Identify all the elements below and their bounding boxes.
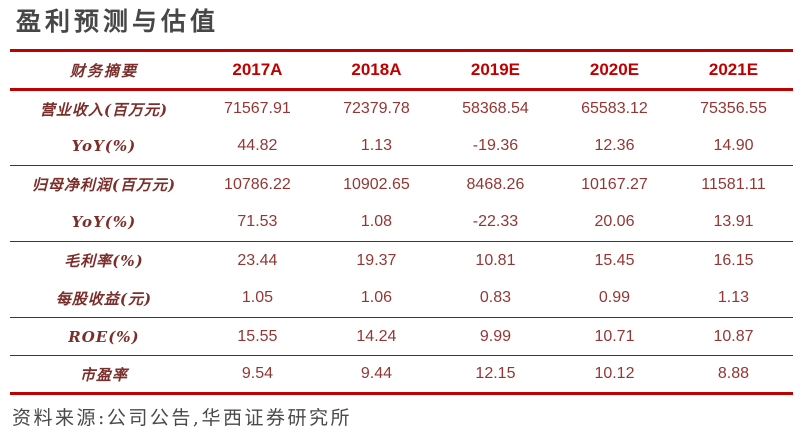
table-cell: 10.87 <box>713 327 754 345</box>
table-cell: 10902.65 <box>343 175 410 193</box>
table-cell: 58368.54 <box>462 100 529 118</box>
table-cell: 44.82 <box>237 137 278 155</box>
table-cell: 16.15 <box>713 251 754 269</box>
table-row-eps: 每股收益(元) 1.05 1.06 0.83 0.99 1.13 <box>10 280 793 318</box>
table-row-revenue: 营业收入(百万元) 71567.91 72379.78 58368.54 655… <box>10 90 793 128</box>
table-row-net-profit-yoy: YoY(%) 71.53 1.08 -22.33 20.06 13.91 <box>10 204 793 242</box>
table-cell: 19.37 <box>356 251 397 269</box>
table-cell: 15.45 <box>594 251 635 269</box>
table-row-roe: ROE(%) 15.55 14.24 9.99 10.71 10.87 <box>10 318 793 356</box>
table-cell: 9.54 <box>241 365 273 382</box>
table-cell: 14.90 <box>713 137 754 155</box>
table-row-revenue-yoy: YoY(%) 44.82 1.13 -19.36 12.36 14.90 <box>10 128 793 166</box>
table-cell: 10.81 <box>475 251 516 269</box>
table-header-row: 财务摘要 2017A 2018A 2019E 2020E 2021E <box>10 50 793 90</box>
row-label: YoY(%) <box>71 213 137 232</box>
header-cell-year-2018a: 2018A <box>351 60 402 79</box>
row-label: 毛利率(%) <box>64 252 144 271</box>
page-title: 盈利预测与估值 <box>16 7 220 36</box>
table-row-pe: 市盈率 9.54 9.44 12.15 10.12 8.88 <box>10 356 793 394</box>
table-cell: 1.13 <box>717 289 750 307</box>
header-cell-year-2019e: 2019E <box>470 60 521 79</box>
table-cell: 8.88 <box>717 365 750 382</box>
table-cell: 13.91 <box>713 213 754 231</box>
table-cell: 0.99 <box>598 289 631 307</box>
row-label: 归母净利润(百万元) <box>31 176 177 195</box>
table-cell: 14.24 <box>356 327 397 345</box>
table-cell: 8468.26 <box>466 175 525 193</box>
header-cell-year-2021e: 2021E <box>708 60 759 79</box>
table-cell: 10786.22 <box>224 175 291 193</box>
table-cell: 11581.11 <box>701 175 766 193</box>
table-cell: 20.06 <box>594 213 635 231</box>
table-cell: 9.44 <box>360 365 392 382</box>
row-label: 营业收入(百万元) <box>39 100 169 119</box>
table-cell: -19.36 <box>472 137 519 155</box>
table-cell: 12.36 <box>594 137 635 155</box>
header-cell-year-2017a: 2017A <box>232 60 283 79</box>
table-row-net-profit: 归母净利润(百万元) 10786.22 10902.65 8468.26 101… <box>10 166 793 204</box>
header-cell-year-2020e: 2020E <box>589 60 640 79</box>
table-cell: 72379.78 <box>343 100 410 118</box>
table-cell: 12.15 <box>475 365 516 382</box>
header-cell-summary: 财务摘要 <box>69 61 138 80</box>
table-cell: 10.71 <box>594 327 635 345</box>
row-label: YoY(%) <box>71 137 137 156</box>
table-cell: 0.83 <box>479 289 512 307</box>
financial-summary-table: 财务摘要 2017A 2018A 2019E 2020E 2021E 营业收入(… <box>10 49 793 395</box>
table-cell: 10.12 <box>594 365 635 382</box>
table-cell: 23.44 <box>237 251 278 269</box>
table-cell: 15.55 <box>237 327 278 345</box>
table-cell: 75356.55 <box>700 100 767 118</box>
row-label: 市盈率 <box>79 365 128 384</box>
row-label: 每股收益(元) <box>55 289 153 308</box>
table-cell: 1.05 <box>241 289 273 307</box>
table-cell: 9.99 <box>479 327 512 345</box>
table-row-gross-margin: 毛利率(%) 23.44 19.37 10.81 15.45 16.15 <box>10 242 793 280</box>
table-cell: 65583.12 <box>581 100 648 118</box>
table-cell: 1.13 <box>360 137 392 155</box>
table-cell: -22.33 <box>472 213 519 231</box>
row-label: ROE(%) <box>68 327 140 346</box>
table-cell: 1.08 <box>360 213 392 231</box>
table-cell: 1.06 <box>360 289 392 307</box>
table-cell: 71567.91 <box>224 100 291 118</box>
table-cell: 71.53 <box>237 213 278 231</box>
source-note: 资料来源:公司公告,华西证券研究所 <box>12 407 352 429</box>
table-cell: 10167.27 <box>581 175 648 193</box>
